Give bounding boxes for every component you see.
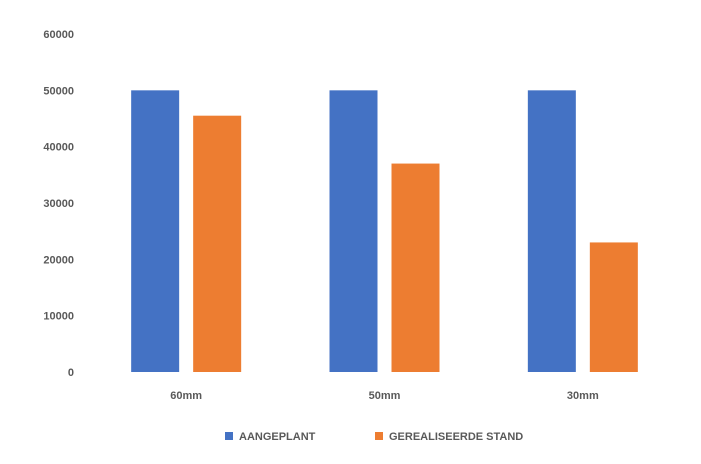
bar-aangeplant-30mm — [527, 90, 576, 372]
legend-swatch-0 — [225, 432, 233, 440]
x-axis: 60mm 50mm 30mm — [170, 390, 599, 402]
y-axis: 0 10000 20000 30000 40000 50000 60000 — [43, 29, 74, 379]
legend-label: AANGEPLANT — [239, 431, 316, 443]
y-tick-label: 30000 — [43, 198, 74, 210]
y-tick-label: 50000 — [43, 85, 74, 97]
bar-gerealiseerde-stand-30mm — [589, 242, 638, 372]
y-tick-label: 40000 — [43, 142, 74, 154]
x-category-label: 60mm — [170, 390, 202, 402]
y-tick-label: 60000 — [43, 29, 74, 41]
y-tick-label: 10000 — [43, 311, 74, 323]
x-category-label: 50mm — [369, 390, 401, 402]
legend-label: GEREALISEERDE STAND — [389, 431, 523, 443]
x-category-label: 30mm — [567, 390, 599, 402]
bar-gerealiseerde-stand-60mm — [193, 115, 242, 372]
y-tick-label: 20000 — [43, 254, 74, 266]
bar-gerealiseerde-stand-50mm — [391, 163, 440, 372]
legend-swatch-1 — [375, 432, 383, 440]
legend: AANGEPLANT GEREALISEERDE STAND — [225, 431, 523, 443]
bar-aangeplant-60mm — [131, 90, 180, 372]
bars — [131, 90, 638, 372]
y-tick-label: 0 — [68, 367, 74, 379]
bar-aangeplant-50mm — [329, 90, 378, 372]
